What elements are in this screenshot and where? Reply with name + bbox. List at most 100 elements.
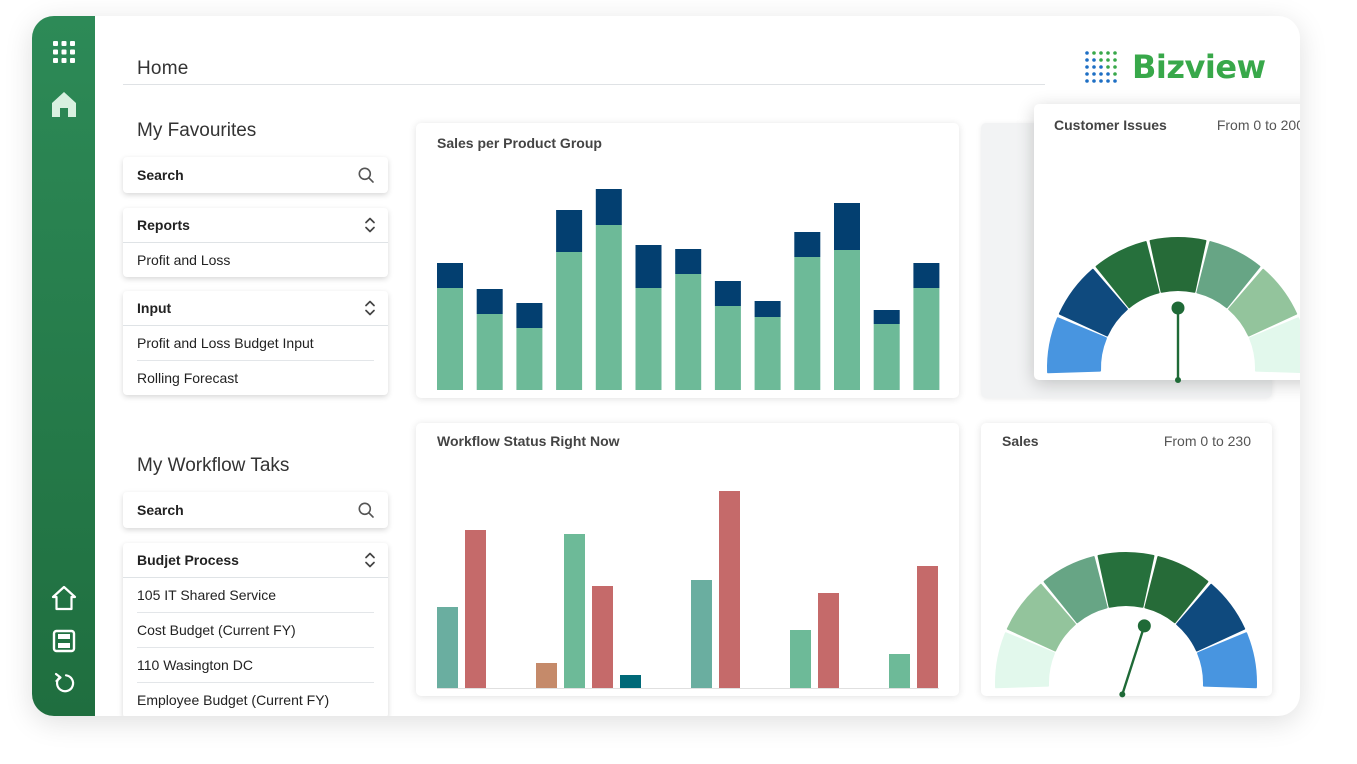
gauge-segment [1097, 552, 1155, 608]
sales-gauge-card[interactable]: Sales From 0 to 230 [981, 423, 1272, 698]
search-icon[interactable] [358, 167, 374, 183]
bizview-logo-icon [1085, 51, 1117, 83]
bar-segment[interactable] [834, 203, 860, 250]
apps-grid-icon[interactable] [48, 36, 80, 68]
gauge-segment [1095, 241, 1160, 309]
gauge-needle [1121, 624, 1146, 696]
bar-segment[interactable] [675, 274, 702, 390]
list-item[interactable]: Employee Budget (Current FY) [137, 683, 374, 716]
bar-segment[interactable] [714, 306, 741, 390]
gauge-range: From 0 to 230 [1163, 433, 1251, 449]
bar-segment[interactable] [476, 314, 503, 390]
logo-dot [1106, 72, 1110, 76]
bar-segment[interactable] [675, 249, 702, 274]
bar-segment[interactable] [556, 210, 583, 252]
group-label: Budjet Process [137, 552, 239, 568]
bar[interactable] [889, 654, 910, 688]
logo-dot [1092, 58, 1096, 62]
chevron-up-down-icon[interactable] [364, 551, 376, 569]
bar-segment[interactable] [794, 257, 821, 390]
group-header-reports[interactable]: Reports [123, 208, 388, 243]
bar[interactable] [790, 630, 811, 688]
bar-segment[interactable] [595, 225, 622, 390]
list-item[interactable]: Rolling Forecast [137, 370, 239, 386]
bar-segment[interactable] [437, 288, 463, 390]
bar-segment[interactable] [635, 245, 662, 288]
workflow-search-input[interactable]: Search [123, 492, 388, 528]
bar[interactable] [818, 593, 839, 688]
bar[interactable] [719, 491, 740, 688]
home-outline-icon[interactable] [48, 582, 80, 614]
gauge-needle-pivot [1175, 377, 1181, 383]
bar-segment[interactable] [913, 263, 940, 288]
bar-segment[interactable] [476, 289, 503, 314]
group-header-input[interactable]: Input [123, 291, 388, 326]
bar-segment[interactable] [754, 317, 781, 390]
bar-segment[interactable] [834, 250, 860, 390]
bar-segment[interactable] [516, 303, 543, 328]
list-item[interactable]: 105 IT Shared Service [137, 578, 374, 613]
bar[interactable] [465, 530, 486, 688]
chart-title: Sales per Product Group [437, 135, 602, 151]
list-item[interactable]: 110 Wasington DC [137, 648, 374, 683]
logo-dot [1085, 72, 1089, 76]
bar[interactable] [536, 663, 557, 688]
bar-segment[interactable] [595, 189, 622, 225]
bar[interactable] [564, 534, 585, 688]
group-header-budjet-process[interactable]: Budjet Process [123, 543, 388, 578]
bar-segment[interactable] [873, 310, 900, 324]
bar-segment[interactable] [556, 252, 583, 390]
logo-dot [1106, 58, 1110, 62]
gauge-segment [1149, 237, 1207, 293]
bar-segment[interactable] [516, 328, 543, 390]
workflow-title: My Workflow Taks [137, 455, 290, 476]
workflow-bar-chart [437, 491, 939, 689]
list-item[interactable]: Cost Budget (Current FY) [137, 613, 374, 648]
search-icon[interactable] [358, 502, 374, 518]
logo-dot [1085, 51, 1089, 55]
sales-bar-chart [437, 189, 940, 390]
logo-dot [1106, 65, 1110, 69]
bar-segment[interactable] [794, 232, 821, 257]
list-item[interactable]: Profit and Loss [137, 252, 231, 268]
logo-dot [1099, 72, 1103, 76]
bar[interactable] [691, 580, 712, 688]
refresh-icon[interactable] [48, 667, 80, 699]
bar[interactable] [592, 586, 613, 688]
bar-segment[interactable] [714, 281, 741, 306]
gauge-title: Customer Issues [1054, 117, 1167, 133]
gauge-segment [1249, 317, 1300, 374]
logo-dot [1085, 79, 1089, 83]
bar[interactable] [917, 566, 938, 688]
customer-issues-card[interactable]: Customer Issues From 0 to 200 [1034, 104, 1300, 383]
favourites-search-input[interactable]: Search [123, 157, 388, 193]
gauge-needle-pivot [1119, 691, 1126, 698]
bar-segment[interactable] [437, 263, 463, 288]
home-filled-icon[interactable] [48, 88, 80, 120]
bar[interactable] [620, 675, 641, 688]
save-icon[interactable] [48, 625, 80, 657]
gauge-segment [1196, 241, 1261, 309]
gauge-segment [1144, 556, 1209, 624]
bar-segment[interactable] [635, 288, 662, 390]
bar-segment[interactable] [754, 301, 781, 317]
sales-gauge [995, 552, 1257, 698]
title-divider [123, 84, 1045, 85]
bar-segment[interactable] [913, 288, 940, 390]
logo-dot [1092, 72, 1096, 76]
logo-dot [1092, 51, 1096, 55]
logo-dot [1099, 58, 1103, 62]
bar-segment[interactable] [873, 324, 900, 390]
logo-dot [1085, 58, 1089, 62]
logo-dot [1099, 65, 1103, 69]
favourites-title: My Favourites [137, 120, 257, 141]
search-label: Search [137, 167, 184, 183]
bar[interactable] [437, 607, 458, 688]
gauge-needle-head [1171, 301, 1185, 315]
logo-dot [1099, 79, 1103, 83]
chevron-up-down-icon[interactable] [364, 216, 376, 234]
gauge-segment [995, 632, 1055, 689]
list-item[interactable]: Profit and Loss Budget Input [137, 326, 374, 361]
chevron-up-down-icon[interactable] [364, 299, 376, 317]
group-label: Input [137, 300, 172, 316]
